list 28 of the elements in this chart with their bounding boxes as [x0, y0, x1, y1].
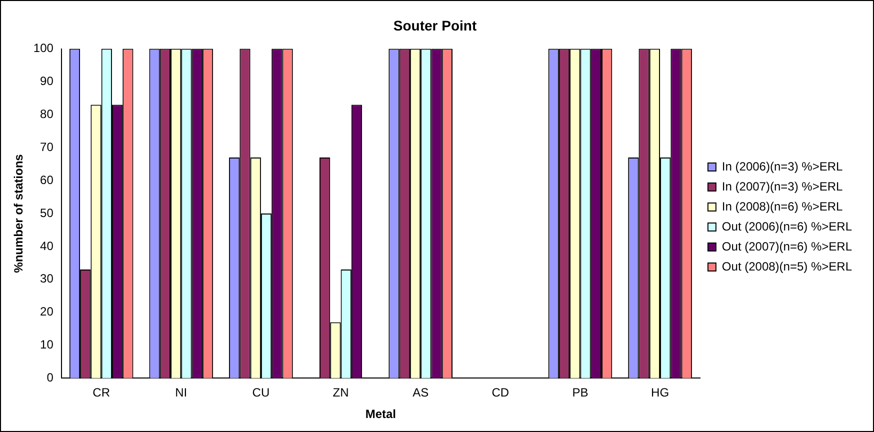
chart-title: Souter Point [393, 17, 477, 34]
y-tick-label: 50 [40, 206, 54, 220]
x-tick-label: PB [572, 386, 588, 400]
x-tick-label: CD [492, 386, 510, 400]
legend-label: Out (2007)(n=6) %>ERL [722, 239, 852, 254]
x-tick-label: HG [651, 386, 670, 400]
x-axis-title: Metal [365, 407, 396, 422]
legend-label: Out (2006)(n=6) %>ERL [722, 219, 852, 234]
x-tick-label: NI [175, 386, 188, 400]
y-tick-label: 60 [40, 172, 54, 187]
legend-label: In (2007)(n=3) %>ERL [722, 179, 843, 194]
y-tick-label: 100 [33, 41, 54, 56]
y-tick-label: 80 [40, 106, 54, 121]
x-tick-label: CU [252, 386, 270, 400]
x-tick-label: CR [92, 386, 110, 400]
legend-label: In (2008)(n=6) %>ERL [722, 199, 843, 214]
y-tick-label: 90 [40, 74, 54, 88]
legend-label: In (2006)(n=3) %>ERL [722, 159, 843, 174]
legend-label: Out (2008)(n=5) %>ERL [722, 259, 852, 274]
y-axis-title: %number of stations [12, 154, 26, 273]
y-tick-label: 10 [40, 338, 54, 352]
y-tick-label: 20 [40, 304, 54, 319]
y-tick-label: 70 [40, 140, 54, 154]
x-tick-label: ZN [332, 386, 349, 400]
x-tick-label: AS [412, 386, 429, 400]
y-tick-label: 0 [46, 370, 54, 385]
y-tick-label: 30 [40, 272, 54, 286]
y-tick-label: 40 [40, 238, 54, 253]
